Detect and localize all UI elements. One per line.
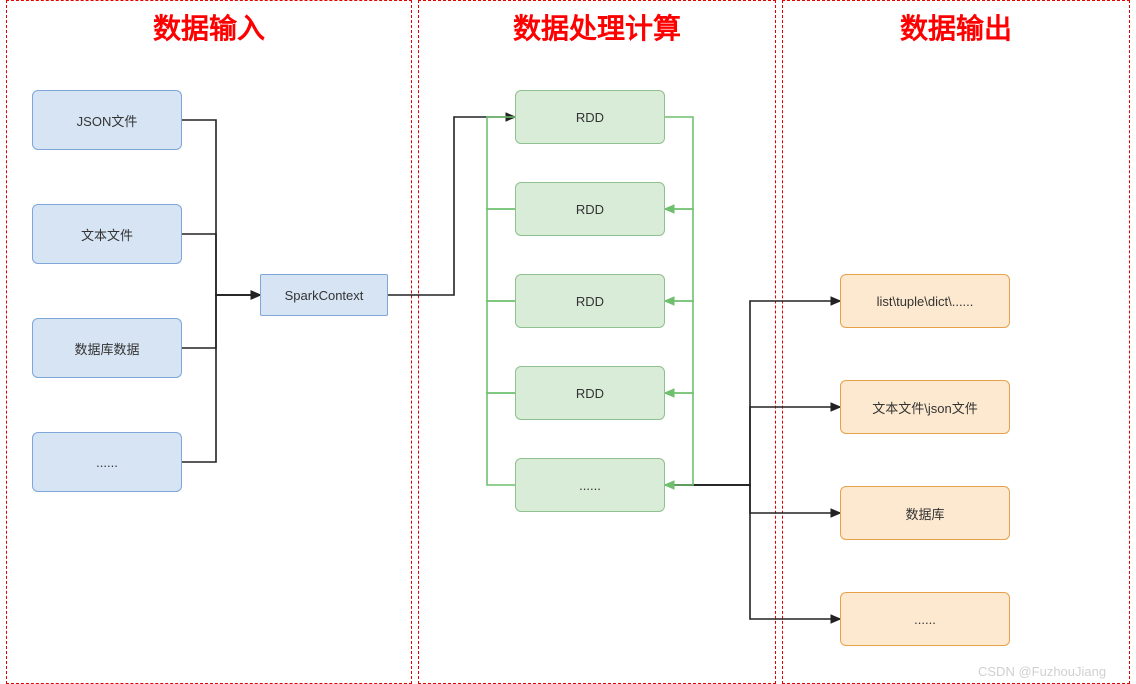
node-out2: 文本文件\json文件 [840,380,1010,434]
panel-output: 数据输出 [782,0,1130,684]
panel-process-title: 数据处理计算 [419,7,775,47]
node-out1: list\tuple\dict\...... [840,274,1010,328]
node-rdd5: ...... [515,458,665,512]
node-in1: JSON文件 [32,90,182,150]
watermark: CSDN @FuzhouJiang [978,664,1106,679]
node-out4: ...... [840,592,1010,646]
node-spark: SparkContext [260,274,388,316]
node-in4: ...... [32,432,182,492]
node-rdd1: RDD [515,90,665,144]
diagram-canvas: 数据输入 数据处理计算 数据输出 JSON文件文本文件数据库数据...... Sp… [0,0,1136,684]
node-rdd3: RDD [515,274,665,328]
panel-input-title: 数据输入 [7,7,411,47]
node-rdd2: RDD [515,182,665,236]
node-out3: 数据库 [840,486,1010,540]
node-in3: 数据库数据 [32,318,182,378]
node-rdd4: RDD [515,366,665,420]
node-in2: 文本文件 [32,204,182,264]
panel-output-title: 数据输出 [783,7,1129,47]
